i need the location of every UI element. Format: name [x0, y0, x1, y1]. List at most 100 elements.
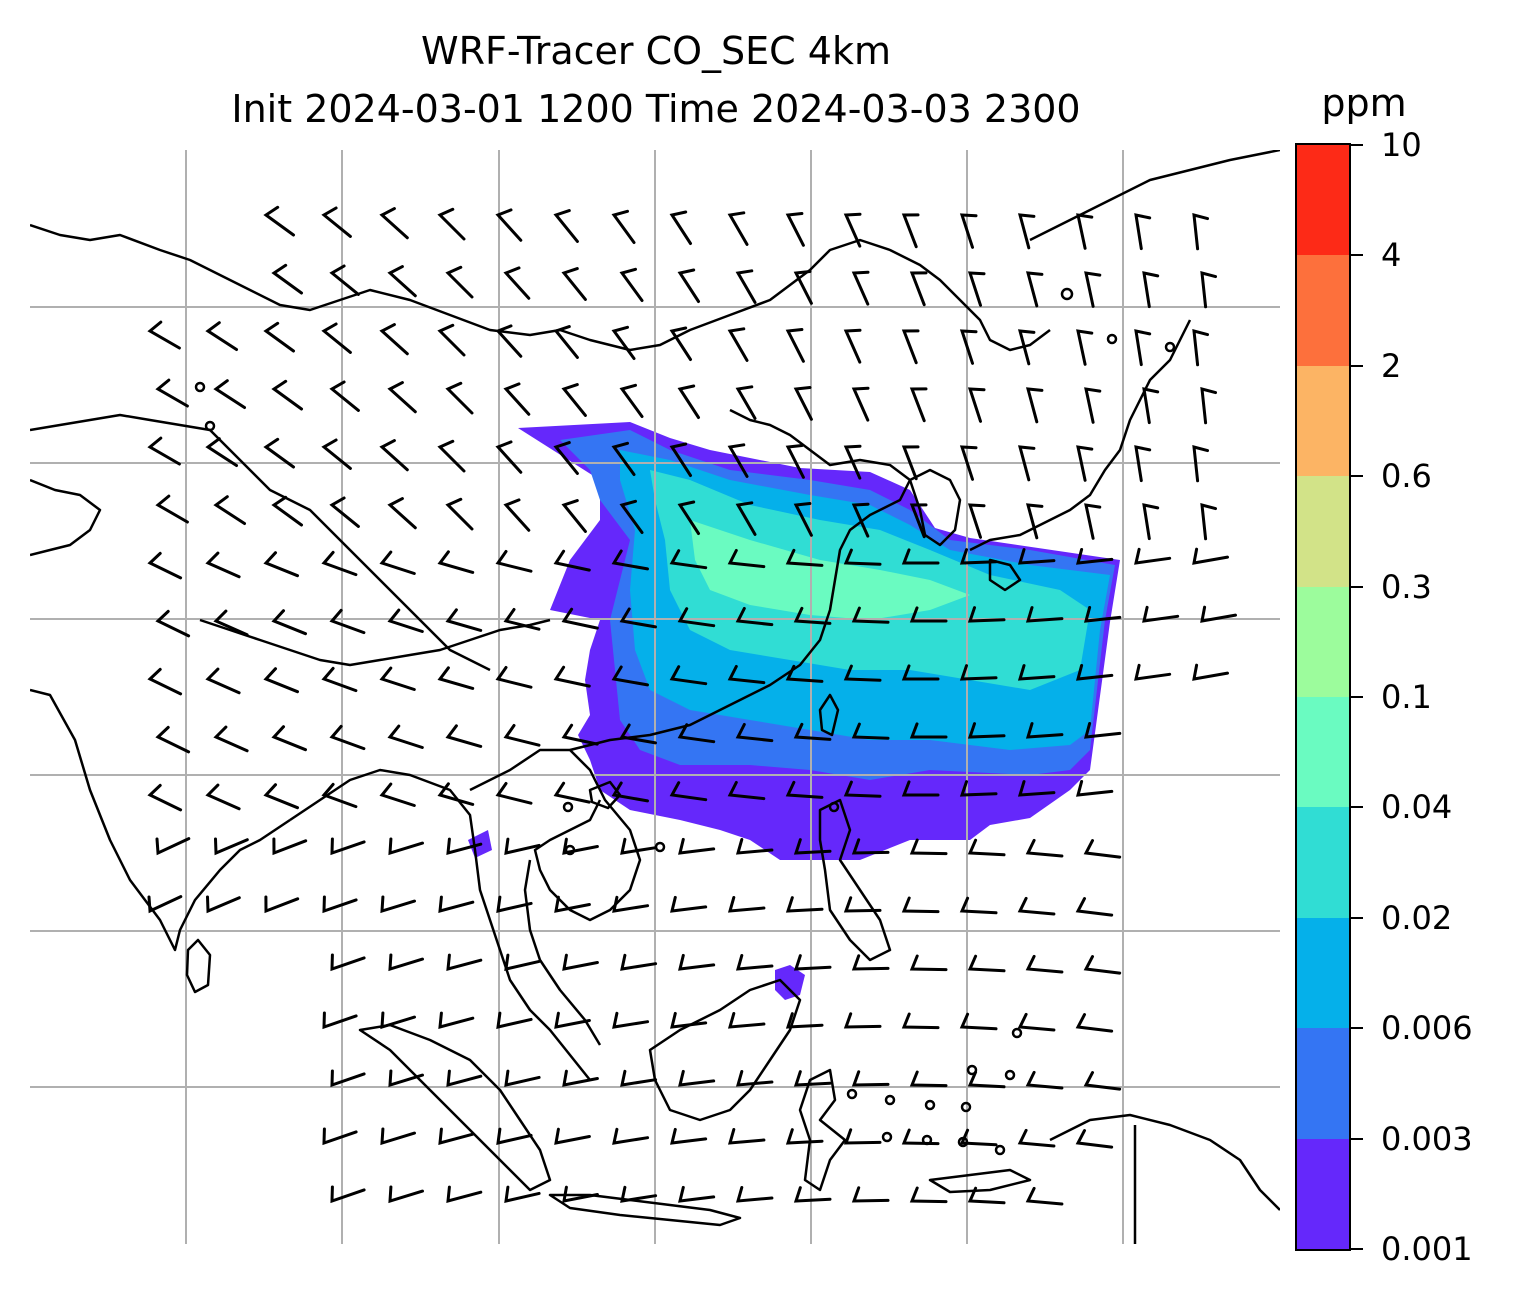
wind-barb — [213, 379, 246, 409]
map-subtitle: Init 2024-03-01 1200 Time 2024-03-03 230… — [231, 87, 1081, 131]
wind-barb — [503, 498, 531, 532]
wind-barb — [263, 783, 299, 810]
colorbar-tick-label: 0.3 — [1381, 567, 1432, 606]
wind-barb — [147, 667, 183, 696]
wind-barb — [735, 269, 757, 304]
wind-barb — [554, 895, 591, 913]
wind-barb — [611, 781, 649, 803]
colorbar-tick — [1351, 1248, 1363, 1250]
wind-barb — [503, 724, 541, 747]
wind-barb — [147, 895, 183, 914]
wind-barb — [380, 1011, 416, 1030]
wind-barb — [437, 782, 475, 806]
colorbar-tick-label: 0.1 — [1381, 678, 1432, 716]
wind-barb — [1134, 547, 1172, 565]
wind-barb — [677, 500, 700, 535]
colorbar-segment — [1297, 807, 1349, 918]
wind-barb — [322, 1127, 358, 1146]
wind-barb — [321, 322, 352, 354]
wind-barb — [329, 380, 360, 412]
wind-barb — [793, 606, 832, 625]
wind-barb — [677, 268, 700, 303]
colorbar-tick-label: 2 — [1381, 346, 1402, 385]
wind-barb — [1025, 722, 1064, 739]
wind-barb — [785, 444, 805, 479]
wind-barb — [670, 895, 708, 913]
wind-barb — [851, 606, 890, 624]
wind-barb — [851, 1186, 890, 1203]
wind-barb — [562, 953, 599, 971]
wind-barb — [445, 608, 483, 632]
wind-barb — [959, 213, 978, 249]
wind-barb — [843, 1128, 882, 1145]
wind-barb — [959, 329, 978, 365]
colorbar-tick-label: 10 — [1381, 126, 1422, 164]
wind-barb — [843, 896, 882, 913]
wind-barb — [967, 606, 1006, 623]
colorbar-tick — [1351, 254, 1363, 257]
wind-barb — [909, 954, 948, 972]
wind-barb — [843, 1012, 882, 1029]
wind-barb — [611, 665, 649, 687]
wind-barb — [1134, 329, 1152, 367]
wind-barb — [678, 1069, 716, 1087]
coastline-sulawesi — [798, 1068, 847, 1192]
colorbar-tick — [1351, 144, 1363, 146]
wind-barb — [670, 1011, 708, 1029]
wind-barb — [380, 1127, 416, 1146]
wind-barb — [677, 384, 700, 419]
wind-barb — [1025, 838, 1064, 858]
wind-barb — [387, 381, 417, 414]
wind-barb — [967, 954, 1006, 973]
colorbar-segment — [1297, 476, 1349, 587]
wind-barb — [437, 666, 475, 690]
wind-barb — [445, 724, 483, 748]
wind-barb — [329, 496, 360, 528]
wind-barb — [967, 722, 1006, 739]
wind-barb — [321, 550, 358, 577]
wind-barb — [1017, 780, 1056, 797]
colorbar-tick-label: 0.003 — [1381, 1119, 1473, 1158]
wind-barb — [553, 665, 591, 688]
wind-barb — [205, 321, 238, 351]
wind-barb — [205, 551, 241, 579]
wind-barb — [909, 606, 948, 623]
colorbar-segment — [1297, 697, 1349, 808]
wind-barb — [1142, 387, 1160, 425]
wind-barb — [909, 722, 948, 739]
wind-barb — [495, 324, 523, 358]
wind-barb — [727, 1128, 766, 1145]
wind-barb — [271, 263, 303, 295]
colorbar-tick-label: 4 — [1381, 236, 1402, 275]
wind-barb — [330, 837, 366, 856]
wind-barb — [735, 1070, 774, 1087]
wind-barb — [329, 724, 366, 751]
wind-barb — [1083, 839, 1122, 859]
wind-barb — [496, 895, 533, 913]
wind-barb — [387, 265, 417, 298]
wind-barb — [619, 499, 644, 534]
wind-barb — [495, 208, 523, 242]
wind-barb — [495, 550, 533, 573]
wind-barb — [495, 666, 533, 689]
wind-barb — [669, 549, 708, 570]
wind-barb — [446, 953, 483, 972]
wind-barb — [677, 723, 716, 744]
wind-barb — [553, 441, 579, 475]
wind-barb — [901, 664, 940, 681]
wind-barb — [1192, 212, 1209, 251]
wind-barb — [1025, 954, 1064, 974]
wind-barb — [1134, 663, 1172, 681]
wind-barb — [901, 329, 920, 365]
wind-barb — [901, 445, 920, 481]
wind-barb — [1075, 664, 1114, 681]
coastline-north-china-mongolia-border — [30, 223, 1051, 352]
wind-barb — [612, 1127, 650, 1145]
wind-barb — [1083, 606, 1122, 623]
wind-barb — [901, 780, 940, 797]
wind-barb — [1134, 445, 1152, 483]
colorbar-tick-label: 0.04 — [1381, 788, 1453, 827]
wind-barb — [1083, 955, 1122, 975]
coastline-japan-south — [988, 558, 1022, 592]
wind-barb — [437, 323, 466, 357]
